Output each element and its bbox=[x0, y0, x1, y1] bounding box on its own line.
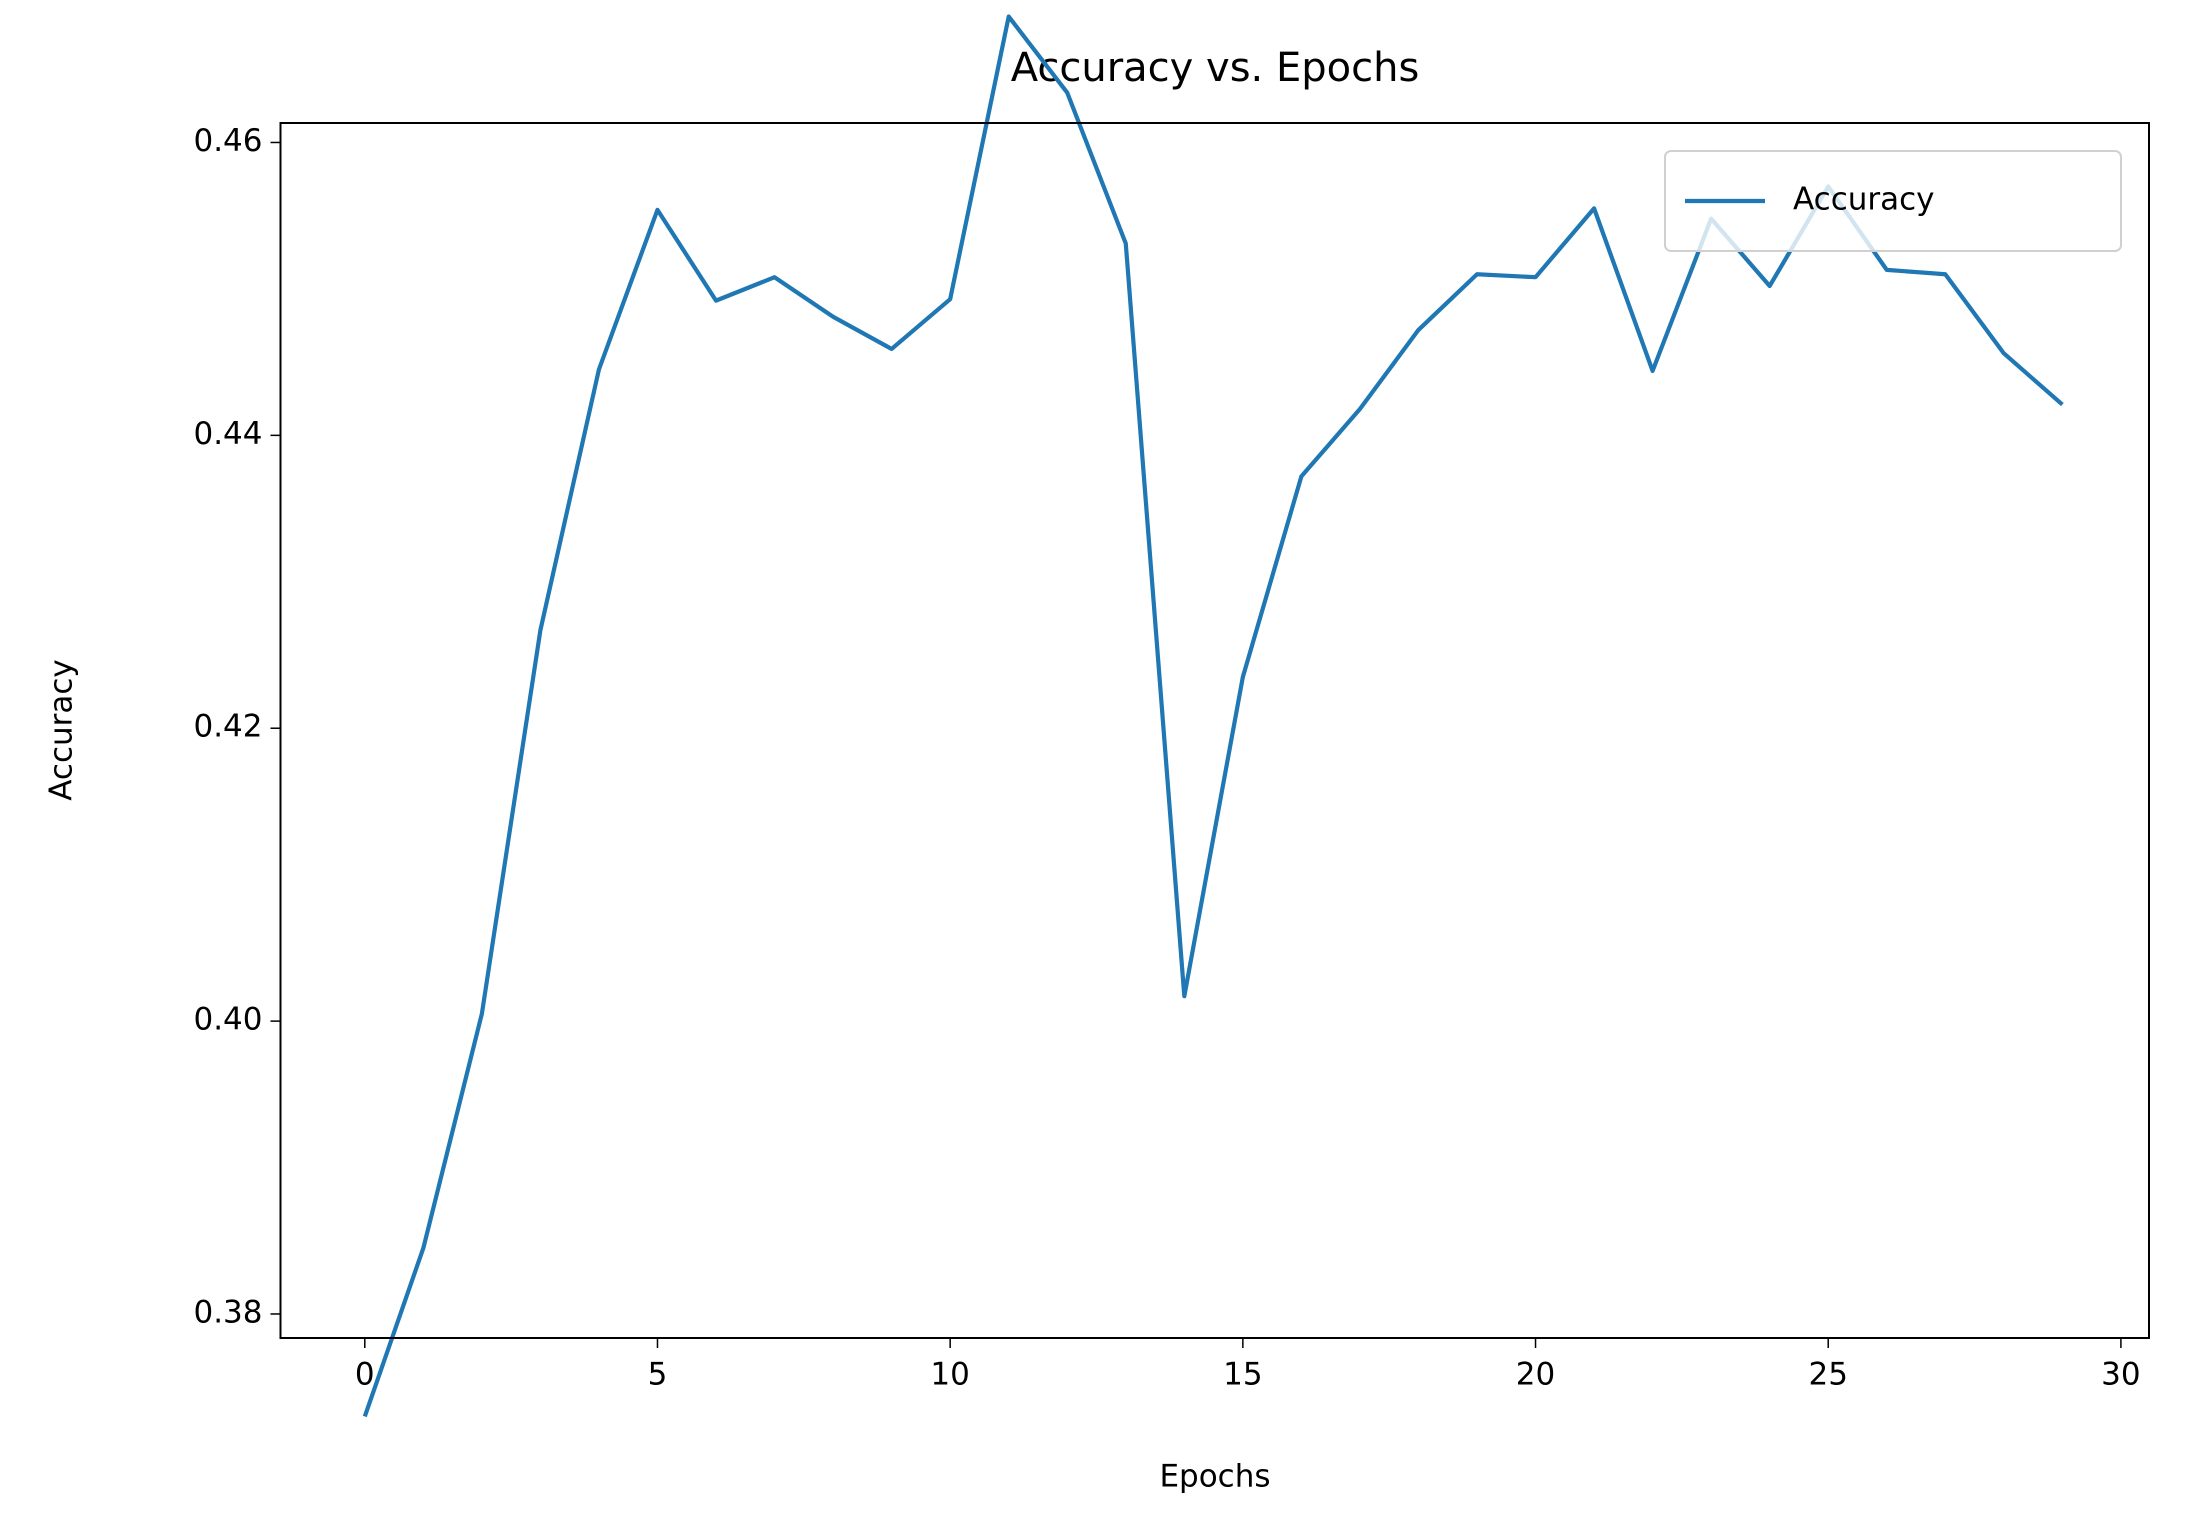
x-tick-label: 25 bbox=[1808, 1357, 1847, 1393]
y-tick-label: 0.38 bbox=[193, 1294, 262, 1330]
x-tick-label: 5 bbox=[648, 1357, 668, 1393]
x-tick-label: 0 bbox=[355, 1357, 375, 1393]
y-tick-label: 0.44 bbox=[193, 416, 262, 452]
legend-label: Accuracy bbox=[1793, 182, 1935, 218]
x-tick-label: 15 bbox=[1223, 1357, 1262, 1393]
data-line bbox=[362, 14, 2064, 1418]
x-tick-label: 10 bbox=[930, 1357, 969, 1393]
x-tick-label: 30 bbox=[2101, 1357, 2140, 1393]
chart-title: Accuracy vs. Epochs bbox=[1011, 45, 1420, 91]
plot-frame bbox=[279, 122, 2150, 1339]
legend-box bbox=[1664, 150, 2122, 252]
y-tick-label: 0.42 bbox=[193, 709, 262, 745]
y-tick-label: 0.46 bbox=[193, 123, 262, 159]
x-tick-label: 20 bbox=[1516, 1357, 1555, 1393]
y-axis-label: Accuracy bbox=[44, 659, 80, 801]
x-axis-label: Epochs bbox=[1159, 1459, 1270, 1495]
y-tick-label: 0.40 bbox=[193, 1002, 262, 1038]
